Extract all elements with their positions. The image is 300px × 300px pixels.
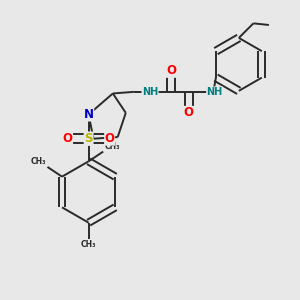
Text: S: S (84, 132, 93, 145)
Text: N: N (84, 108, 94, 121)
Text: O: O (184, 106, 194, 119)
Text: O: O (166, 64, 176, 77)
Text: CH₃: CH₃ (30, 157, 46, 166)
Text: CH₃: CH₃ (81, 241, 96, 250)
Text: NH: NH (142, 87, 158, 97)
Text: NH: NH (206, 87, 223, 97)
Text: CH₃: CH₃ (105, 142, 120, 151)
Text: O: O (105, 132, 115, 145)
Text: O: O (63, 132, 73, 145)
